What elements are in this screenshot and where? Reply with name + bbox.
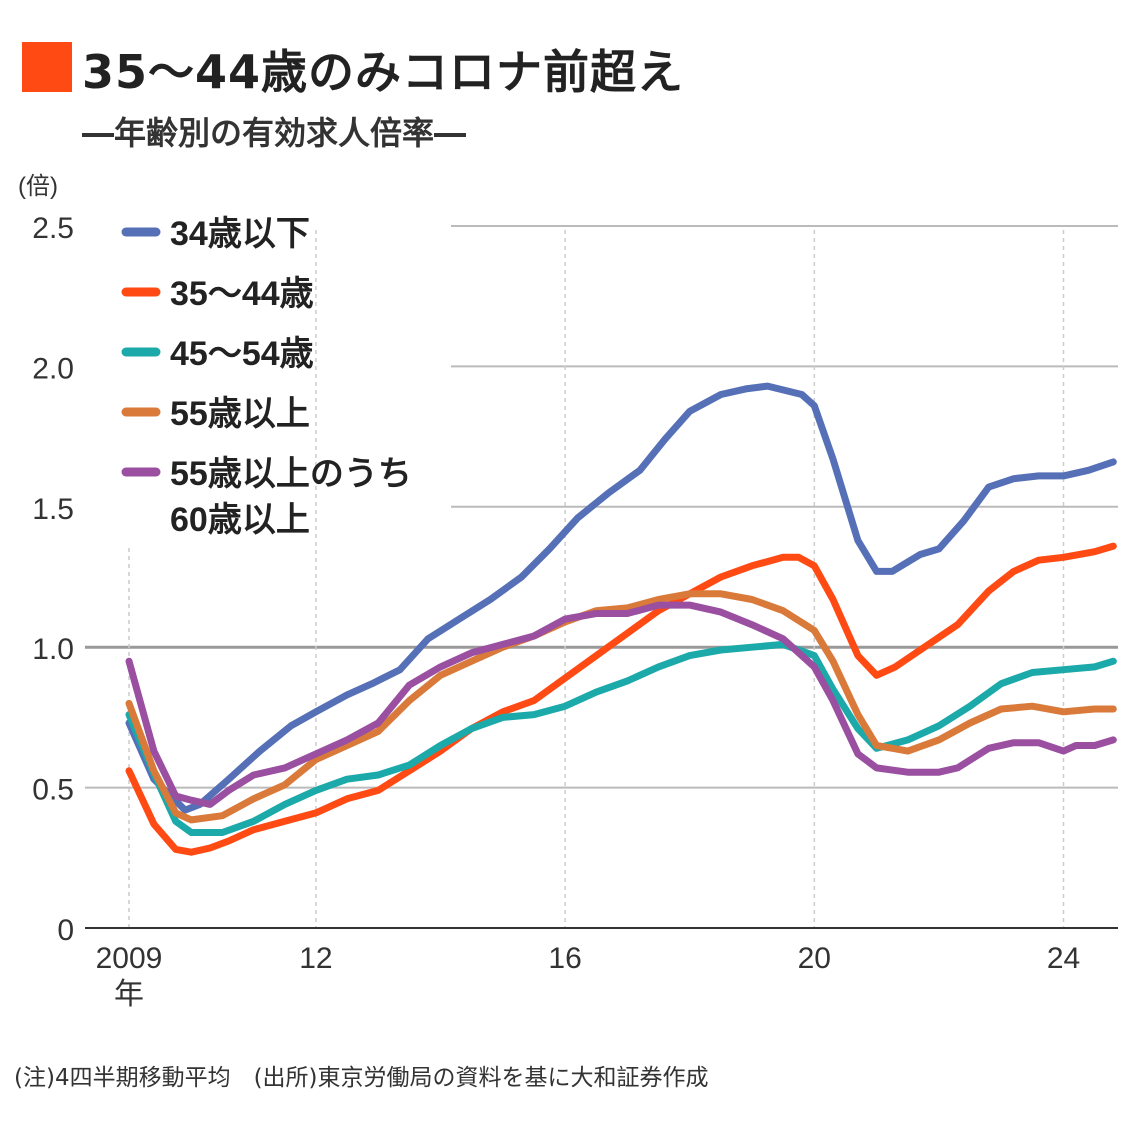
y-tick-label: 1.5 xyxy=(32,493,74,526)
legend-label: 45〜54歳 xyxy=(170,335,314,373)
series-line-1 xyxy=(125,382,1117,814)
chart-subtitle: ―年齢別の有効求人倍率― xyxy=(82,114,467,152)
x-tick-label: 20 xyxy=(798,942,831,975)
x-tick-unit: 年 xyxy=(114,978,144,1011)
series-line-2 xyxy=(125,542,1117,856)
y-axis-label: (倍) xyxy=(18,173,58,200)
legend-label: 34歳以下 xyxy=(170,215,310,253)
x-tick-label: 16 xyxy=(548,942,581,975)
x-tick-label: 2009 xyxy=(96,942,163,975)
series-line-5 xyxy=(125,601,1117,808)
title-marker xyxy=(22,42,72,92)
y-tick-label: 0.5 xyxy=(32,774,74,807)
chart-footnote: (注)4四半期移動平均 (出所)東京労働局の資料を基に大和証券作成 xyxy=(14,1065,709,1091)
legend-label: 60歳以上 xyxy=(170,501,310,539)
legend-label: 35〜44歳 xyxy=(170,275,314,313)
y-tick-label: 2.0 xyxy=(32,352,74,385)
x-tick-label: 12 xyxy=(299,942,332,975)
y-tick-label: 2.5 xyxy=(32,212,74,245)
legend-label: 55歳以上 xyxy=(170,395,310,433)
chart-title: 35〜44歳のみコロナ前超え xyxy=(82,45,685,99)
y-tick-label: 0 xyxy=(57,914,74,947)
series-line-4 xyxy=(125,590,1117,824)
x-tick-label: 24 xyxy=(1047,942,1080,975)
legend-label: 55歳以上のうち xyxy=(170,455,412,493)
y-tick-label: 1.0 xyxy=(32,633,74,666)
series-line-3 xyxy=(125,640,1117,836)
